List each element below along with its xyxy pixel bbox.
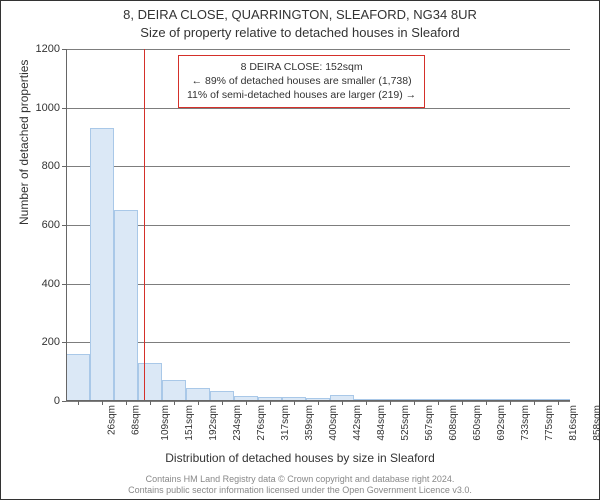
xtick-label: 359sqm bbox=[304, 401, 315, 441]
x-axis-label: Distribution of detached houses by size … bbox=[1, 451, 599, 465]
xtick-label: 26sqm bbox=[107, 401, 118, 435]
xtick-mark bbox=[294, 401, 295, 405]
xtick-label: 608sqm bbox=[448, 401, 459, 441]
xtick-mark bbox=[390, 401, 391, 405]
ytick-label: 1200 bbox=[36, 43, 60, 55]
xtick-label: 276sqm bbox=[256, 401, 267, 441]
xtick-mark bbox=[126, 401, 127, 405]
chart-title-line2: Size of property relative to detached ho… bbox=[1, 25, 599, 40]
chart-title-line1: 8, DEIRA CLOSE, QUARRINGTON, SLEAFORD, N… bbox=[1, 7, 599, 22]
xtick-mark bbox=[78, 401, 79, 405]
histogram-bar bbox=[162, 380, 185, 401]
gridline bbox=[66, 166, 570, 167]
xtick-label: 692sqm bbox=[496, 401, 507, 441]
chart-container: 8, DEIRA CLOSE, QUARRINGTON, SLEAFORD, N… bbox=[0, 0, 600, 500]
ytick-label: 200 bbox=[42, 336, 60, 348]
xtick-label: 151sqm bbox=[184, 401, 195, 441]
xtick-mark bbox=[246, 401, 247, 405]
xtick-mark bbox=[270, 401, 271, 405]
xtick-label: 816sqm bbox=[568, 401, 579, 441]
xtick-label: 400sqm bbox=[328, 401, 339, 441]
xtick-mark bbox=[318, 401, 319, 405]
xtick-mark bbox=[174, 401, 175, 405]
xtick-label: 484sqm bbox=[376, 401, 387, 441]
xtick-label: 858sqm bbox=[592, 401, 600, 441]
xtick-label: 650sqm bbox=[472, 401, 483, 441]
gridline bbox=[66, 342, 570, 343]
xtick-label: 525sqm bbox=[400, 401, 411, 441]
xtick-label: 775sqm bbox=[544, 401, 555, 441]
histogram-bar bbox=[138, 363, 161, 401]
ytick-mark bbox=[62, 401, 66, 402]
gridline bbox=[66, 108, 570, 109]
xtick-mark bbox=[222, 401, 223, 405]
plot-area: 02004006008001000120026sqm68sqm109sqm151… bbox=[66, 49, 570, 401]
ytick-label: 1000 bbox=[36, 102, 60, 114]
credits-line1: Contains HM Land Registry data © Crown c… bbox=[1, 474, 599, 484]
histogram-bar bbox=[90, 128, 113, 401]
callout-line2: ← 89% of detached houses are smaller (1,… bbox=[187, 74, 416, 88]
gridline bbox=[66, 225, 570, 226]
y-axis-line bbox=[66, 49, 67, 401]
xtick-mark bbox=[198, 401, 199, 405]
xtick-label: 567sqm bbox=[424, 401, 435, 441]
xtick-label: 68sqm bbox=[131, 401, 142, 435]
gridline bbox=[66, 49, 570, 50]
xtick-mark bbox=[438, 401, 439, 405]
xtick-label: 234sqm bbox=[232, 401, 243, 441]
highlight-callout: 8 DEIRA CLOSE: 152sqm ← 89% of detached … bbox=[178, 55, 425, 108]
ytick-label: 0 bbox=[54, 395, 60, 407]
xtick-mark bbox=[486, 401, 487, 405]
xtick-label: 442sqm bbox=[352, 401, 363, 441]
histogram-bar bbox=[114, 210, 137, 401]
highlight-marker-line bbox=[144, 49, 145, 401]
ytick-label: 800 bbox=[42, 160, 60, 172]
y-axis-label: Number of detached properties bbox=[17, 60, 31, 225]
xtick-mark bbox=[342, 401, 343, 405]
ytick-label: 600 bbox=[42, 219, 60, 231]
xtick-label: 317sqm bbox=[280, 401, 291, 441]
xtick-label: 192sqm bbox=[208, 401, 219, 441]
xtick-label: 733sqm bbox=[520, 401, 531, 441]
histogram-bar bbox=[66, 354, 89, 401]
gridline bbox=[66, 284, 570, 285]
xtick-mark bbox=[414, 401, 415, 405]
xtick-mark bbox=[102, 401, 103, 405]
callout-line1: 8 DEIRA CLOSE: 152sqm bbox=[187, 60, 416, 74]
xtick-mark bbox=[534, 401, 535, 405]
xtick-mark bbox=[366, 401, 367, 405]
credits-line2: Contains public sector information licen… bbox=[1, 485, 599, 495]
xtick-mark bbox=[510, 401, 511, 405]
xtick-mark bbox=[558, 401, 559, 405]
xtick-label: 109sqm bbox=[160, 401, 171, 441]
xtick-mark bbox=[150, 401, 151, 405]
xtick-mark bbox=[462, 401, 463, 405]
ytick-label: 400 bbox=[42, 278, 60, 290]
callout-line3: 11% of semi-detached houses are larger (… bbox=[187, 88, 416, 102]
x-axis-line bbox=[66, 400, 570, 401]
